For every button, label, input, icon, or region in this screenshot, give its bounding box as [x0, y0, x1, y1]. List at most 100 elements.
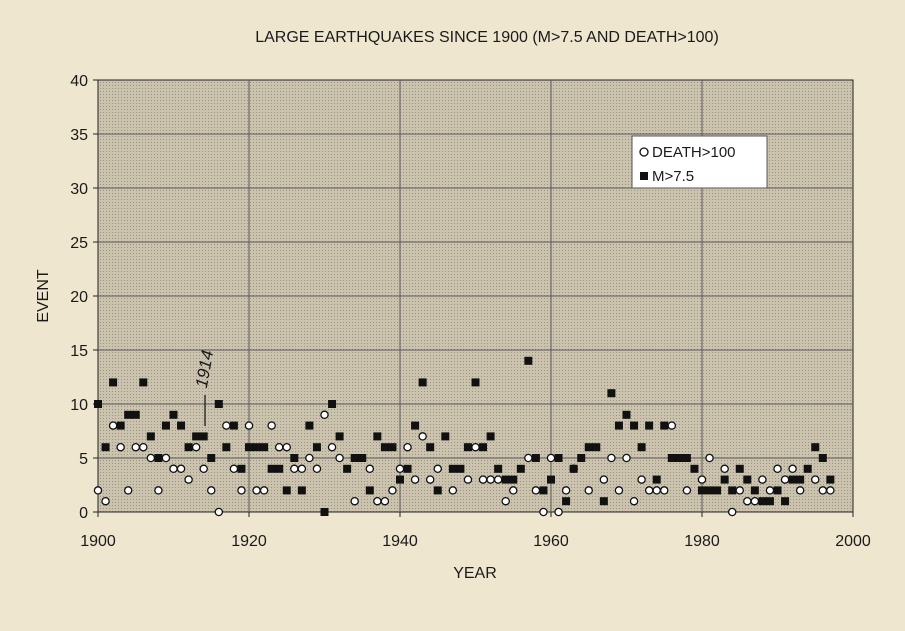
- point-magnitude: [516, 464, 525, 473]
- point-magnitude: [531, 454, 540, 462]
- point-magnitude: [396, 475, 404, 484]
- point-magnitude: [154, 454, 163, 462]
- point-death: [139, 442, 148, 452]
- point-death: [682, 486, 692, 495]
- point-magnitude: [373, 432, 382, 441]
- point-magnitude: [343, 464, 352, 473]
- x-tick-label: 1980: [684, 533, 720, 550]
- y-tick-label: 20: [70, 289, 88, 306]
- point-magnitude: [305, 421, 314, 430]
- point-magnitude: [675, 454, 684, 462]
- point-magnitude: [433, 486, 442, 495]
- point-magnitude: [124, 410, 133, 419]
- point-death: [418, 432, 427, 441]
- x-tick-label: 1920: [231, 533, 267, 550]
- point-death: [191, 442, 201, 452]
- point-death: [478, 475, 488, 484]
- point-magnitude: [297, 486, 306, 495]
- point-death: [176, 464, 186, 474]
- point-death: [486, 475, 495, 484]
- point-magnitude: [690, 464, 699, 473]
- point-magnitude: [192, 432, 201, 441]
- point-magnitude: [758, 497, 767, 506]
- point-magnitude: [494, 464, 503, 473]
- point-magnitude: [509, 475, 518, 484]
- x-axis-ticks: 1900 1920 1940 1960 1980 2000: [80, 512, 871, 550]
- point-death: [811, 475, 820, 484]
- point-magnitude: [456, 464, 465, 473]
- point-magnitude: [290, 454, 299, 462]
- point-magnitude: [199, 432, 208, 441]
- y-tick-label: 30: [70, 181, 88, 198]
- point-death: [297, 464, 307, 474]
- point-magnitude: [335, 432, 344, 441]
- point-magnitude: [463, 443, 472, 452]
- point-death: [508, 486, 518, 495]
- point-death: [433, 464, 442, 474]
- point-death: [312, 464, 322, 474]
- point-magnitude: [94, 400, 102, 408]
- point-magnitude: [803, 464, 812, 473]
- point-magnitude: [826, 475, 835, 484]
- point-death: [826, 486, 835, 495]
- point-death: [410, 475, 420, 484]
- point-magnitude: [622, 410, 631, 419]
- point-magnitude: [645, 421, 654, 430]
- point-death: [206, 486, 216, 495]
- point-death: [795, 486, 805, 495]
- point-magnitude: [750, 486, 759, 495]
- point-death: [388, 486, 397, 495]
- point-death: [305, 453, 314, 463]
- point-magnitude: [139, 378, 148, 387]
- legend-box: [631, 135, 768, 189]
- point-death: [290, 464, 299, 474]
- point-magnitude: [728, 486, 737, 495]
- y-axis-ticks: 0 5 10 15 20 25 30 35 40: [70, 73, 98, 522]
- x-axis-title: YEAR: [453, 565, 497, 582]
- data-points: [93, 356, 835, 517]
- point-magnitude: [350, 454, 359, 462]
- point-death: [471, 442, 480, 452]
- point-death: [252, 486, 261, 495]
- point-death: [380, 496, 390, 506]
- point-death: [267, 421, 276, 430]
- point-death: [599, 475, 609, 484]
- point-death: [229, 464, 239, 474]
- point-magnitude: [735, 464, 744, 473]
- point-death: [146, 453, 156, 463]
- point-magnitude: [705, 486, 714, 495]
- legend-marker-open-circle: [639, 147, 649, 157]
- point-death: [660, 486, 669, 495]
- legend: DEATH>100 M>7.5: [631, 135, 768, 189]
- point-death: [101, 496, 110, 506]
- point-death: [320, 410, 329, 420]
- point-death: [607, 453, 616, 463]
- point-magnitude: [471, 378, 480, 387]
- point-magnitude: [788, 475, 797, 484]
- point-death: [282, 442, 291, 452]
- point-magnitude: [743, 475, 752, 484]
- point-magnitude: [282, 486, 291, 495]
- point-death: [720, 464, 729, 474]
- point-death: [743, 496, 752, 506]
- point-death: [735, 486, 745, 495]
- point-death: [259, 486, 269, 495]
- point-magnitude: [328, 400, 337, 408]
- point-magnitude: [637, 443, 646, 452]
- point-death: [584, 486, 594, 495]
- point-death: [637, 475, 646, 484]
- point-death: [161, 453, 171, 463]
- point-death: [199, 464, 208, 474]
- point-magnitude: [713, 486, 722, 495]
- point-magnitude: [411, 421, 420, 430]
- point-magnitude: [131, 410, 140, 419]
- point-death: [788, 464, 797, 474]
- point-magnitude: [547, 475, 555, 484]
- point-death: [463, 475, 473, 484]
- point-magnitude: [418, 378, 427, 387]
- y-tick-label: 5: [79, 451, 88, 468]
- point-magnitude: [630, 421, 639, 430]
- point-magnitude: [592, 443, 601, 452]
- point-magnitude: [229, 421, 238, 430]
- point-magnitude: [682, 454, 691, 462]
